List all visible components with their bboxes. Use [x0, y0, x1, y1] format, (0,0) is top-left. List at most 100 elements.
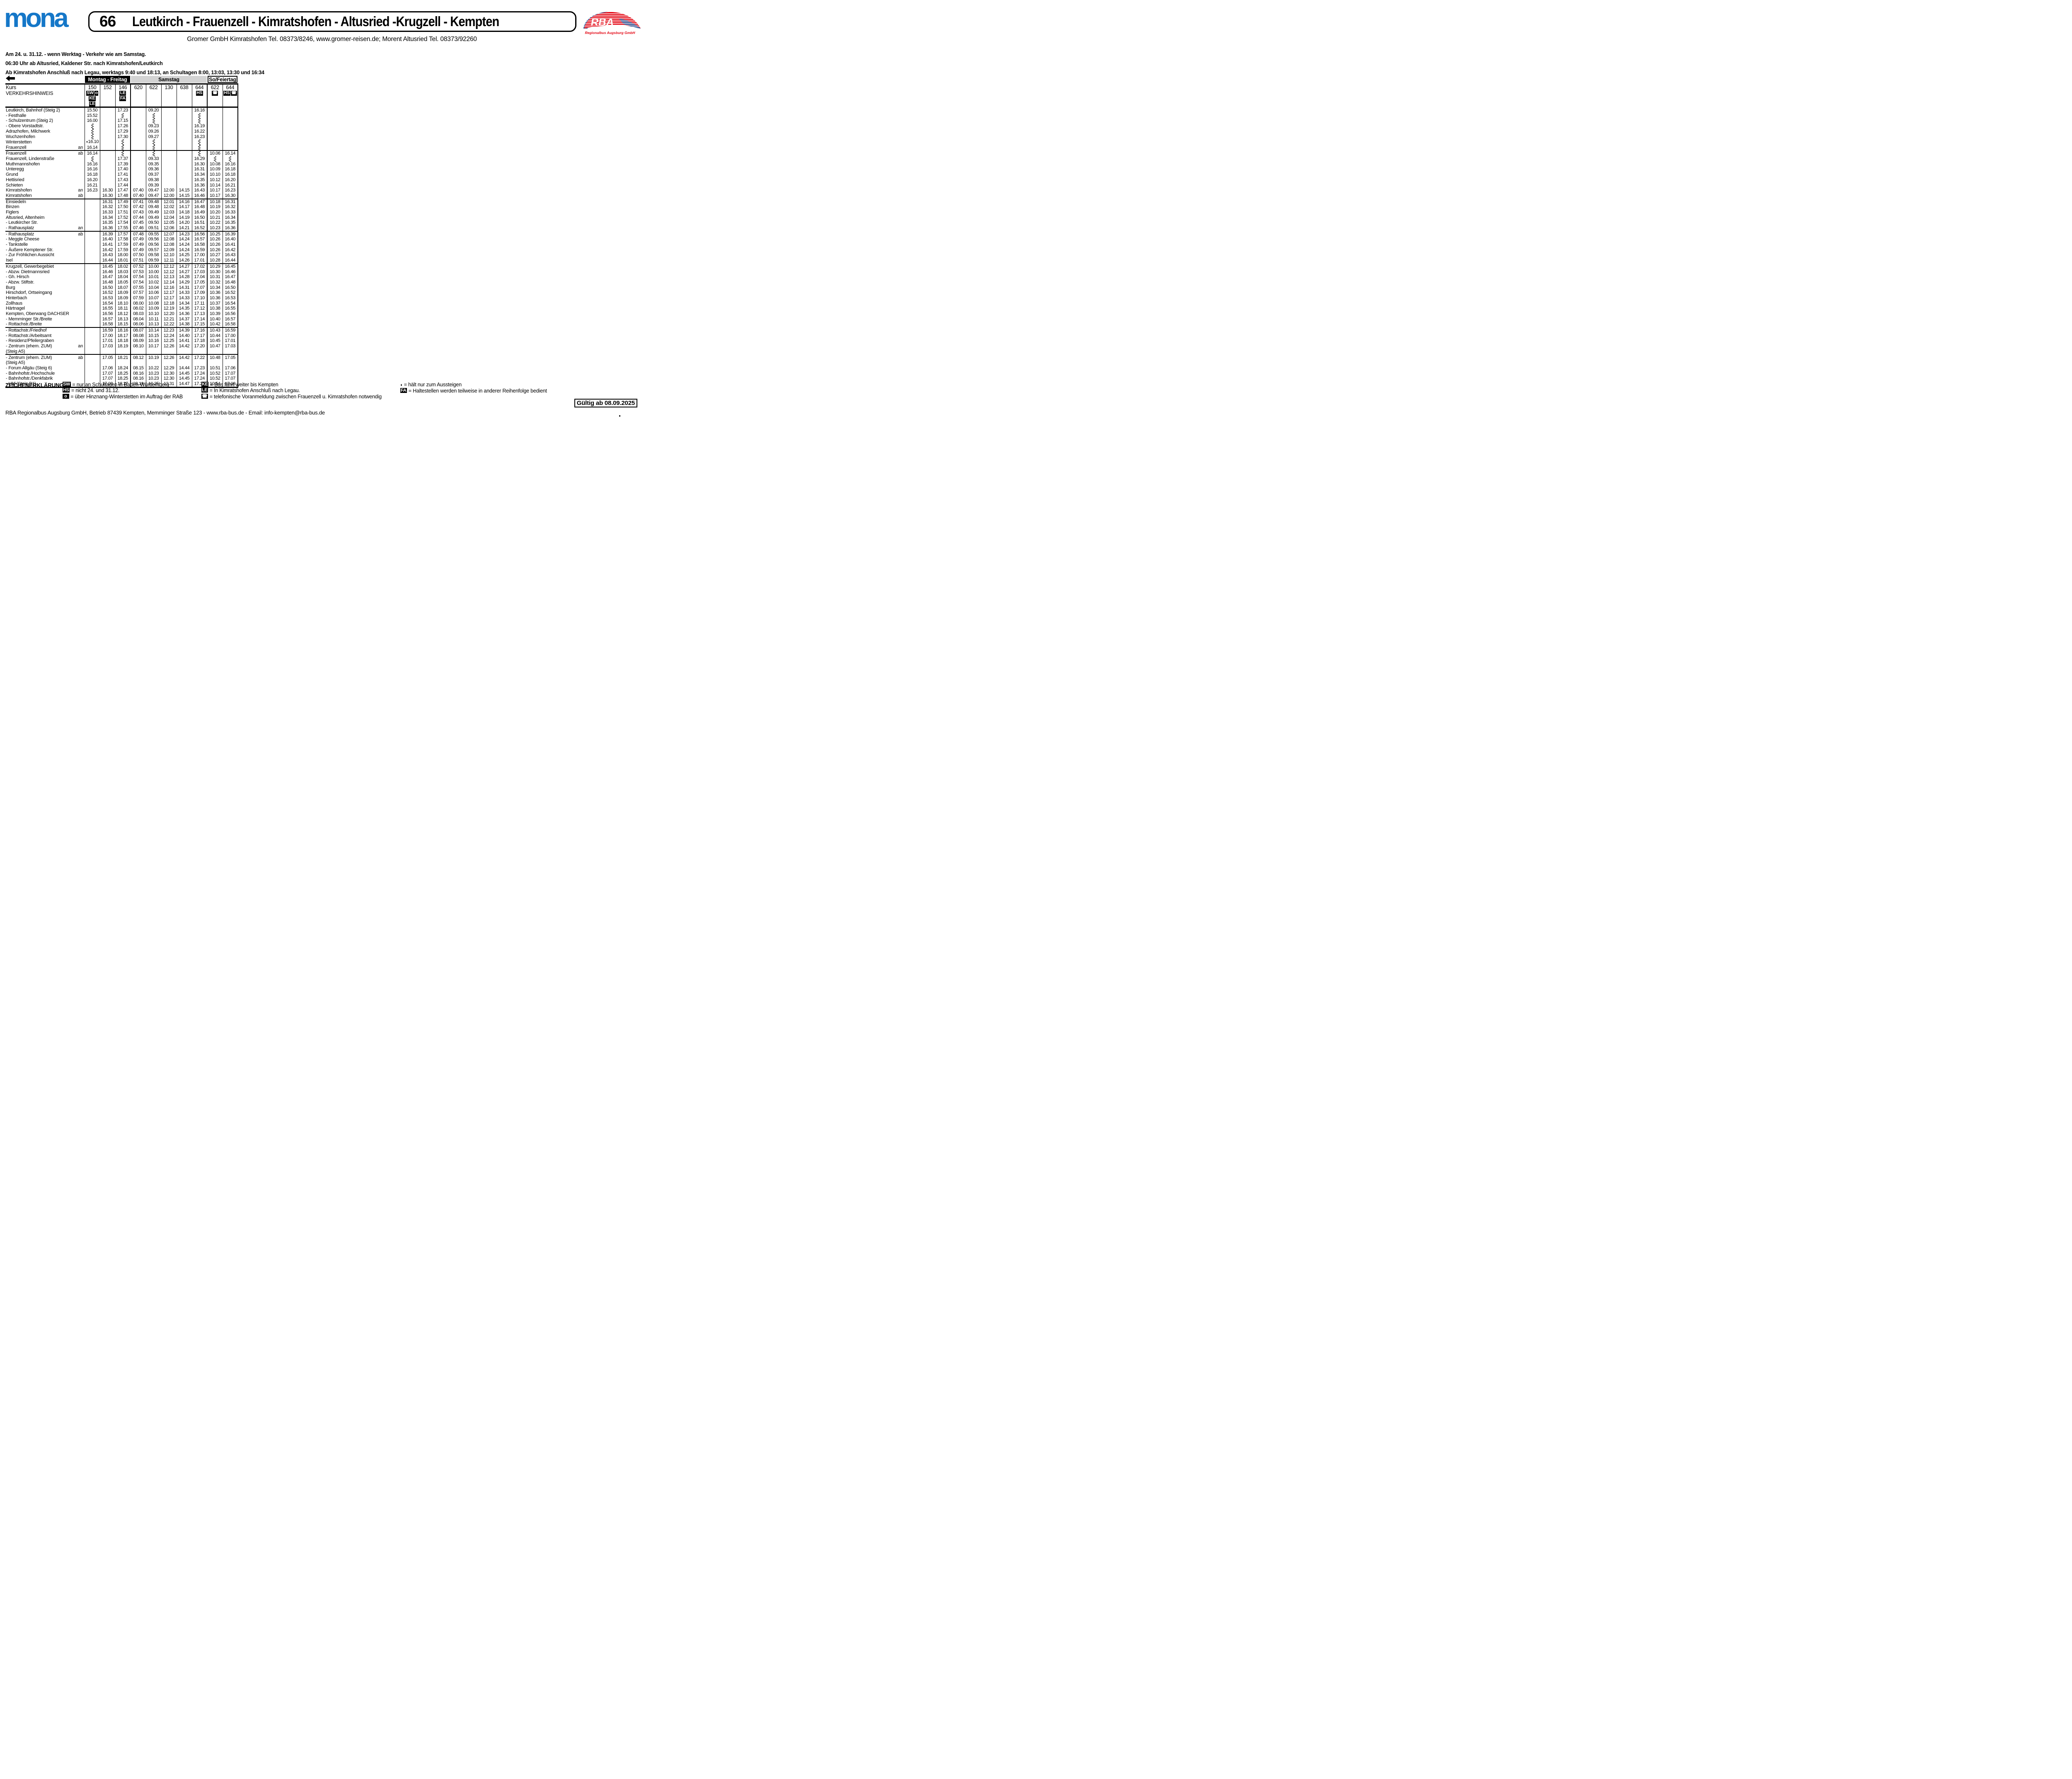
time-cell: 10.00 [145, 269, 161, 275]
time-cell: 12.12 [161, 269, 177, 275]
time-cell: 07.40 [130, 193, 146, 199]
note-line: 06:30 Uhr ab Altusried, Kaldener Str. na… [5, 61, 163, 66]
time-cell: 18.24 [115, 365, 131, 371]
table-row: - Äußere Kemptener Str. 16.42 17.59 07.49 09… [5, 247, 238, 253]
anab-marker: ab [78, 193, 83, 198]
anab-marker [73, 124, 85, 129]
time-cell [115, 139, 131, 145]
kurs-number: 638 [176, 84, 192, 90]
time-cell [222, 145, 238, 151]
time-cell: 14.38 [176, 322, 192, 327]
time-cell: 16.19 [191, 124, 207, 129]
anab-marker [73, 333, 85, 339]
time-cell: 18.21 [115, 354, 131, 361]
time-cell: 14.15 [176, 193, 192, 199]
table-row: Muthmannshofen 16.16 17.39 09.35 16.30 10.08 1… [5, 161, 238, 167]
time-cell [207, 113, 223, 119]
time-cell [161, 118, 177, 124]
time-cell: 10.16 [145, 338, 161, 344]
time-cell: 16.36 [222, 225, 238, 231]
time-cell: 17.59 [115, 247, 131, 253]
time-cell [84, 338, 100, 344]
time-cell: 16.29 [191, 156, 207, 162]
time-cell [176, 172, 192, 177]
legend-entry: FA = Haltestellen werden teilweise in an… [400, 388, 547, 394]
time-cell: 16.00 [84, 118, 100, 124]
column-badges: LE FA [115, 90, 131, 108]
time-cell: 10.36 [207, 295, 223, 301]
time-cell: 10.39 [207, 311, 223, 317]
time-cell: 16.34 [99, 215, 115, 221]
time-cell: 16.34 [191, 172, 207, 177]
time-cell: 17.48 [115, 193, 131, 199]
legend-entry-text: = In Kimratshofen Anschluß nach Legau. [209, 388, 300, 394]
time-cell [130, 134, 146, 140]
time-cell: 16.55 [99, 306, 115, 311]
anab-marker: an [78, 344, 83, 349]
table-row: - Rottachstr./Arbeitsamt 17.00 18.17 08.08 1… [5, 333, 238, 339]
time-cell: 16.43 [191, 188, 207, 193]
time-cell [222, 124, 238, 129]
table-row: - Rottachstr./Friedhof 16.59 18.16 08.07 10.… [5, 327, 238, 333]
time-cell: 16.54 [222, 301, 238, 306]
legend-column: ◖ = hält nur zum Aussteigen FA = Halteste… [400, 382, 547, 394]
time-cell: 17.20 [191, 344, 207, 349]
time-cell: 18.15 [115, 322, 131, 327]
time-cell: 18.07 [115, 285, 131, 291]
through-route-squiggle-icon [213, 156, 217, 162]
time-cell: 10.09 [145, 306, 161, 311]
anab-marker [73, 129, 85, 134]
station-name: Altusried, Altenheim [6, 215, 45, 220]
table-row: - Zentrum (ehem. ZUM) an 17.03 18.19 08.10 10… [5, 344, 238, 349]
station-name: Hinterbach [6, 295, 27, 301]
anab-marker [73, 290, 85, 296]
time-cell [145, 150, 161, 156]
time-cell: 10.27 [207, 252, 223, 258]
time-cell: 08.19 [130, 381, 146, 388]
time-cell: 18.11 [115, 306, 131, 311]
time-cell: 14.28 [176, 274, 192, 280]
time-cell [84, 360, 100, 366]
through-route-squiggle-icon [198, 145, 201, 150]
time-cell [145, 139, 161, 145]
through-route-squiggle-icon [121, 151, 125, 156]
time-cell: 16.33 [222, 209, 238, 215]
anab-marker [73, 322, 85, 327]
table-row: Einsiedeln 16.31 17.49 07.41 09.48 12.01 14.16… [5, 198, 238, 205]
time-cell: 12.22 [161, 322, 177, 327]
time-cell: 18.09 [115, 295, 131, 301]
time-cell: 17.29 [115, 128, 131, 134]
time-cell: 14.42 [176, 354, 192, 361]
time-cell: 10.08 [145, 301, 161, 306]
direction-arrow-cell [5, 75, 85, 85]
station-name: - Memminger Str./Breite [6, 316, 52, 322]
through-route-squiggle-icon [152, 118, 155, 124]
kurs-number: 622 [207, 84, 223, 90]
time-cell: 10.18 [207, 198, 223, 205]
time-cell [222, 118, 238, 124]
time-cell: 17.04 [191, 274, 207, 280]
time-cell: 10.17 [145, 344, 161, 349]
time-cell [176, 167, 192, 172]
time-cell: 12.25 [161, 338, 177, 344]
time-cell: 16.41 [99, 242, 115, 247]
time-cell [130, 349, 146, 355]
time-cell [84, 344, 100, 349]
time-cell: 17.15 [191, 322, 207, 327]
time-cell: 10.10 [145, 311, 161, 317]
time-cell [99, 134, 115, 140]
time-cell [176, 124, 192, 129]
time-cell: 12.12 [161, 263, 177, 269]
anab-marker [73, 285, 85, 291]
time-cell: 17.51 [115, 209, 131, 215]
station-name: - Gh. Hirsch [6, 274, 29, 280]
time-cell: 10.52 [207, 376, 223, 381]
time-cell: 09.20 [145, 106, 161, 113]
legend-entry: ☎ = telefonische Voranmeldung zwischen F… [201, 393, 382, 400]
rba-swoosh-icon: RBA [579, 12, 641, 29]
time-cell: 17.08 [99, 381, 115, 388]
time-cell [84, 215, 100, 221]
legend-entry-text: = telefonische Voranmeldung zwischen Fra… [209, 393, 382, 400]
time-cell: 16.18 [222, 167, 238, 172]
table-row: Isel 16.44 18.01 07.51 09.59 12.11 14.26 17.01 1… [5, 258, 238, 264]
